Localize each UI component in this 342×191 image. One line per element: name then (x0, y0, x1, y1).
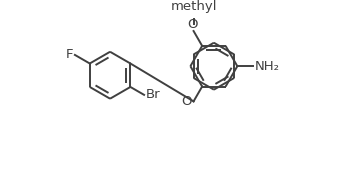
Text: O: O (181, 95, 192, 108)
Text: methyl: methyl (170, 0, 217, 13)
Text: O: O (187, 18, 197, 31)
Text: Br: Br (146, 88, 160, 101)
Text: NH₂: NH₂ (255, 60, 280, 73)
Text: F: F (66, 48, 73, 62)
